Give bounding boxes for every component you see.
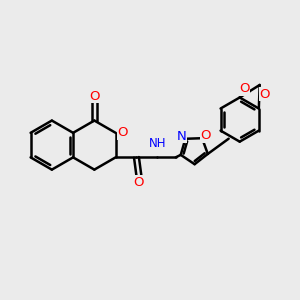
Text: O: O — [260, 88, 270, 101]
Text: N: N — [177, 130, 187, 143]
Text: O: O — [118, 126, 128, 139]
Text: O: O — [134, 176, 144, 189]
Text: NH: NH — [148, 136, 166, 149]
Text: O: O — [200, 129, 211, 142]
Text: O: O — [89, 89, 100, 103]
Text: O: O — [239, 82, 250, 95]
